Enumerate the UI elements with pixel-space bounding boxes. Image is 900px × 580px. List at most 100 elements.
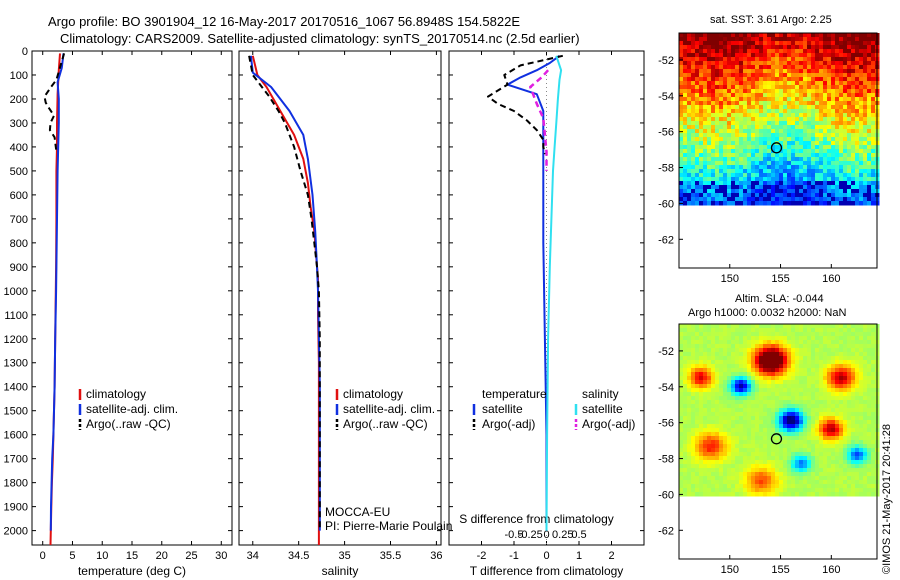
salinity-x-axis-label: salinity: [322, 564, 359, 578]
sla-map-cell: [783, 444, 788, 449]
sst-map-cell: [719, 37, 724, 42]
sla-map-cell: [767, 424, 772, 429]
sst-map-cell: [787, 57, 792, 62]
sla-map-cell: [775, 484, 780, 489]
sla-map-cell: [727, 468, 732, 473]
sla-map-cell: [695, 456, 700, 461]
sla-map-cell: [847, 328, 852, 333]
sst-map-cell: [755, 65, 760, 70]
sst-map-cell: [759, 173, 764, 178]
sla-map-cell: [823, 408, 828, 413]
sst-map-cell: [679, 33, 684, 38]
sst-map-cell: [859, 149, 864, 154]
sst-map-cell: [795, 33, 800, 38]
sst-map-cell: [691, 153, 696, 158]
sla-map-cell: [831, 492, 836, 497]
sst-map-cell: [719, 185, 724, 190]
sst-map-cell: [687, 177, 692, 182]
sst-map-cell: [843, 177, 848, 182]
sst-map-cell: [775, 97, 780, 102]
sla-map-cell: [767, 340, 772, 345]
sla-map-cell: [867, 356, 872, 361]
sst-map-cell: [683, 77, 688, 82]
sst-map-cell: [827, 101, 832, 106]
sla-map-cell: [711, 492, 716, 497]
sst-map-cell: [827, 41, 832, 46]
sst-map-cell: [743, 77, 748, 82]
sla-map-cell: [703, 372, 708, 377]
sst-map-cell: [727, 61, 732, 66]
sla-map-cell: [863, 372, 868, 377]
sla-map-cell: [867, 464, 872, 469]
sla-map-cell: [699, 416, 704, 421]
sla-map-cell: [811, 456, 816, 461]
sla-map-cell: [683, 448, 688, 453]
sla-map-cell: [755, 400, 760, 405]
sla-map-cell: [715, 472, 720, 477]
sla-map-cell: [719, 460, 724, 465]
sst-map-cell: [711, 125, 716, 130]
sst-map-cell: [691, 197, 696, 202]
sla-map-cell: [783, 428, 788, 433]
sla-map-cell: [731, 368, 736, 373]
sst-map-cell: [743, 141, 748, 146]
sla-map-cell: [735, 372, 740, 377]
sst-map-cell: [703, 177, 708, 182]
sst-map-cell: [759, 181, 764, 186]
sst-map-cell: [731, 85, 736, 90]
sla-map-cell: [707, 476, 712, 481]
sst-map-cell: [679, 61, 684, 66]
sla-map-cell: [751, 388, 756, 393]
sst-map-cell: [871, 41, 876, 46]
sst-map-cell: [687, 137, 692, 142]
sla-map-cell: [735, 368, 740, 373]
salinity-legend-label: climatology: [343, 387, 403, 401]
sla-map-cell: [703, 352, 708, 357]
sla-map-cell: [855, 460, 860, 465]
sla-map-cell: [859, 432, 864, 437]
sst-map-cell: [867, 101, 872, 106]
sla-map-cell: [803, 420, 808, 425]
sla-map-cell: [751, 428, 756, 433]
sla-map-cell: [803, 472, 808, 477]
sst-map-cell: [795, 61, 800, 66]
sla-map-cell: [739, 412, 744, 417]
sst-map-cell: [871, 173, 876, 178]
sst-map-cell: [699, 137, 704, 142]
sla-map-cell: [847, 360, 852, 365]
sla-map-cell: [679, 416, 684, 421]
sla-map-cell: [695, 452, 700, 457]
sla-map-cell: [819, 436, 824, 441]
sst-map-cell: [759, 149, 764, 154]
sst-map-cell: [743, 49, 748, 54]
sst-map-cell: [847, 113, 852, 118]
sst-map-cell: [759, 189, 764, 194]
sla-map-cell: [775, 348, 780, 353]
sst-map-cell: [771, 49, 776, 54]
sst-map-cell: [783, 157, 788, 162]
sst-map-cell: [735, 161, 740, 166]
sst-map-cell: [771, 117, 776, 122]
sla-map-cell: [855, 360, 860, 365]
sla-map-cell: [767, 416, 772, 421]
sla-map-cell: [819, 392, 824, 397]
sst-map-cell: [711, 69, 716, 74]
sla-map-cell: [803, 328, 808, 333]
sla-map-cell: [803, 368, 808, 373]
sst-map-cell: [811, 165, 816, 170]
sla-map-cell: [715, 360, 720, 365]
sla-map-cell: [819, 404, 824, 409]
sla-map-cell: [847, 356, 852, 361]
sst-map-cell: [779, 141, 784, 146]
sst-map-cell: [699, 61, 704, 66]
sst-map-cell: [791, 137, 796, 142]
sst-map-cell: [839, 33, 844, 38]
sst-map-cell: [731, 161, 736, 166]
sst-map-cell: [695, 61, 700, 66]
sla-map-cell: [763, 468, 768, 473]
sla-map-cell: [871, 468, 876, 473]
sst-map-cell: [839, 113, 844, 118]
sst-map-cell: [839, 65, 844, 70]
sst-map-cell: [791, 105, 796, 110]
sla-map-cell: [743, 324, 748, 329]
